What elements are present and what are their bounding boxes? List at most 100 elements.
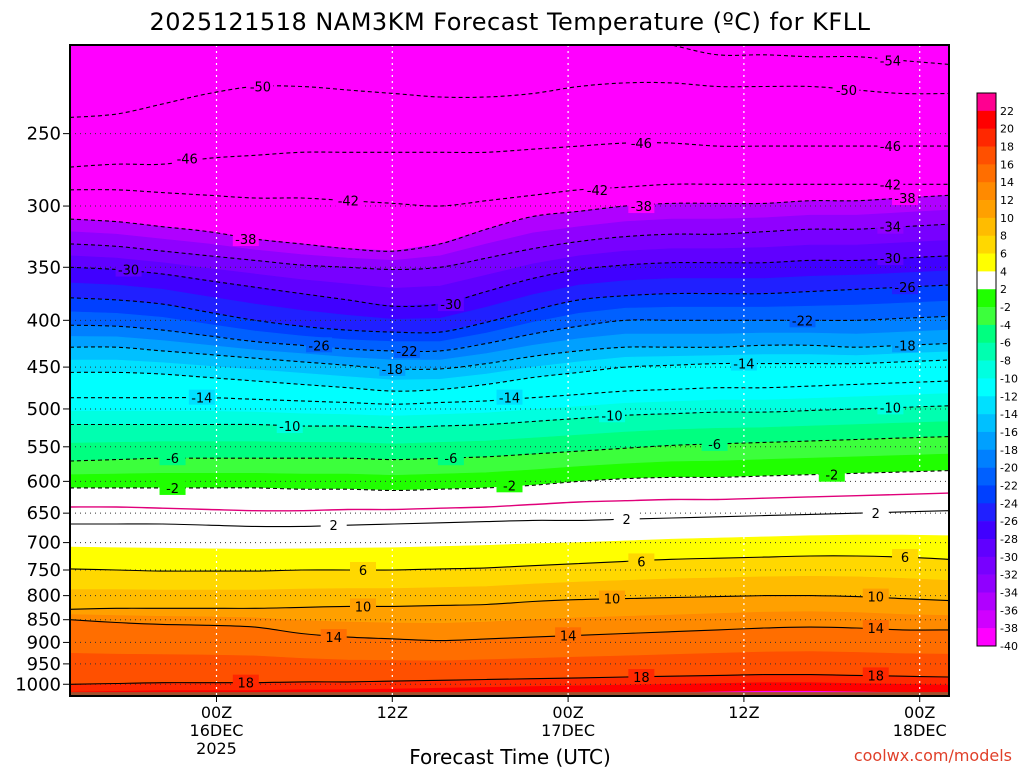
colorbar-swatch [977, 556, 996, 575]
colorbar-swatch [977, 378, 996, 397]
colorbar-swatch [977, 360, 996, 379]
y-tick-label: 950 [27, 654, 61, 675]
isotherm-line [70, 594, 949, 610]
isotherm-label: -22 [396, 345, 417, 360]
colorbar-swatch [977, 271, 996, 290]
colorbar-swatch [977, 485, 996, 504]
isotherm-line [70, 194, 949, 252]
colorbar-label: -28 [1000, 533, 1018, 546]
isotherm-label: -2 [503, 479, 516, 494]
isotherm-line [70, 492, 949, 512]
isotherm-label-bg [174, 150, 201, 166]
colorbar-label: -6 [1000, 337, 1011, 350]
isotherm-label-bg [379, 360, 406, 376]
colorbar-swatch [977, 235, 996, 254]
isotherm-label-bg [247, 78, 274, 94]
y-tick-label: 500 [27, 399, 61, 420]
isotherm-label-bg [701, 435, 728, 451]
isotherm-label-bg [877, 399, 904, 415]
colorbar-label: -36 [1000, 604, 1018, 617]
x-tick-label: 00Z [552, 703, 583, 722]
isotherm-label-bg [730, 355, 757, 371]
isotherm-label: -46 [880, 140, 901, 155]
colorbar-label: -32 [1000, 569, 1018, 582]
isotherm-label-bg [877, 52, 904, 68]
temperature-fill-bands [70, 45, 949, 696]
isotherm-label: -10 [880, 401, 901, 416]
isotherm-label: 14 [867, 622, 884, 637]
isotherm-label: -26 [894, 281, 915, 296]
colorbar-swatch [977, 503, 996, 522]
isotherm-label: 14 [560, 629, 577, 644]
isotherm-label: -14 [191, 392, 212, 407]
colorbar-swatch [977, 592, 996, 611]
isotherm-label-bg [818, 466, 845, 482]
isotherm-line [70, 619, 949, 642]
isotherm-label-bg [335, 192, 362, 208]
colorbar-label: 6 [1000, 248, 1007, 261]
isotherm-line [70, 359, 949, 392]
isotherm-label: -2 [825, 469, 838, 484]
colorbar-swatch [977, 521, 996, 540]
isotherm-label-bg [232, 231, 259, 247]
isotherm-line [70, 405, 949, 429]
isotherm-label: -18 [894, 339, 915, 354]
isotherm-line [70, 315, 949, 353]
isotherm-label-bg [628, 135, 655, 151]
colorbar-label: -2 [1000, 301, 1011, 314]
y-tick-label: 750 [27, 560, 61, 581]
isotherm-label: 6 [637, 555, 645, 570]
colorbar-label: 14 [1000, 176, 1014, 189]
isotherm-label-bg [613, 511, 640, 527]
x-axis-title: Forecast Time (UTC) [409, 745, 611, 768]
isotherm-label: 2 [872, 507, 880, 522]
isotherm-label-bg [892, 549, 919, 565]
y-tick-label: 600 [27, 471, 61, 492]
isotherm-label-bg [628, 553, 655, 569]
isotherm-line [70, 436, 949, 462]
colorbar-label: -4 [1000, 319, 1011, 332]
colorbar-swatch [977, 414, 996, 433]
isotherm-label: 18 [238, 677, 255, 692]
colorbar-label: 2 [1000, 283, 1007, 296]
isotherm-label: -6 [708, 438, 721, 453]
isotherm-line [70, 255, 949, 308]
colorbar-label: -26 [1000, 515, 1018, 528]
isotherm-label: -38 [894, 192, 915, 207]
isotherm-label-bg [320, 517, 347, 533]
isotherm-label: -38 [631, 200, 652, 215]
colorbar-swatch [977, 610, 996, 629]
isotherm-label-bg [599, 590, 626, 606]
colorbar-label: -40 [1000, 640, 1018, 653]
colorbar-swatch [977, 431, 996, 451]
colorbar-swatch [977, 289, 996, 308]
isotherm-label-bg [393, 342, 420, 358]
isotherm-label-bg [892, 279, 919, 295]
colorbar-swatch [977, 538, 996, 558]
isotherm-line [70, 555, 949, 572]
isotherm-label-bg [862, 588, 889, 604]
y-tick-label: 400 [27, 310, 61, 331]
isotherm-label-bg [496, 477, 523, 493]
y-tick-label: 650 [27, 503, 61, 524]
colorbar-label: 18 [1000, 141, 1014, 154]
x-tick-label: 00Z [201, 703, 232, 722]
isotherm-label-bg [437, 296, 464, 312]
isotherm-label: -34 [880, 221, 901, 236]
isotherm-label-bg [496, 389, 523, 405]
isotherm-label: -30 [118, 264, 139, 279]
colorbar-label: 8 [1000, 230, 1007, 243]
isotherm-label-bg [159, 479, 186, 495]
isotherm-label: 18 [633, 671, 650, 686]
isotherm-label-bg [599, 407, 626, 423]
colorbar-swatch [977, 217, 996, 237]
isotherm-label: 18 [867, 669, 884, 684]
colorbar-label: -22 [1000, 479, 1018, 492]
isotherm-label: 10 [355, 600, 372, 615]
isotherm-label: -10 [601, 409, 622, 424]
isotherm-label: -50 [836, 84, 857, 99]
isotherm-label-bg [115, 261, 142, 277]
colorbar-label: -16 [1000, 426, 1018, 439]
